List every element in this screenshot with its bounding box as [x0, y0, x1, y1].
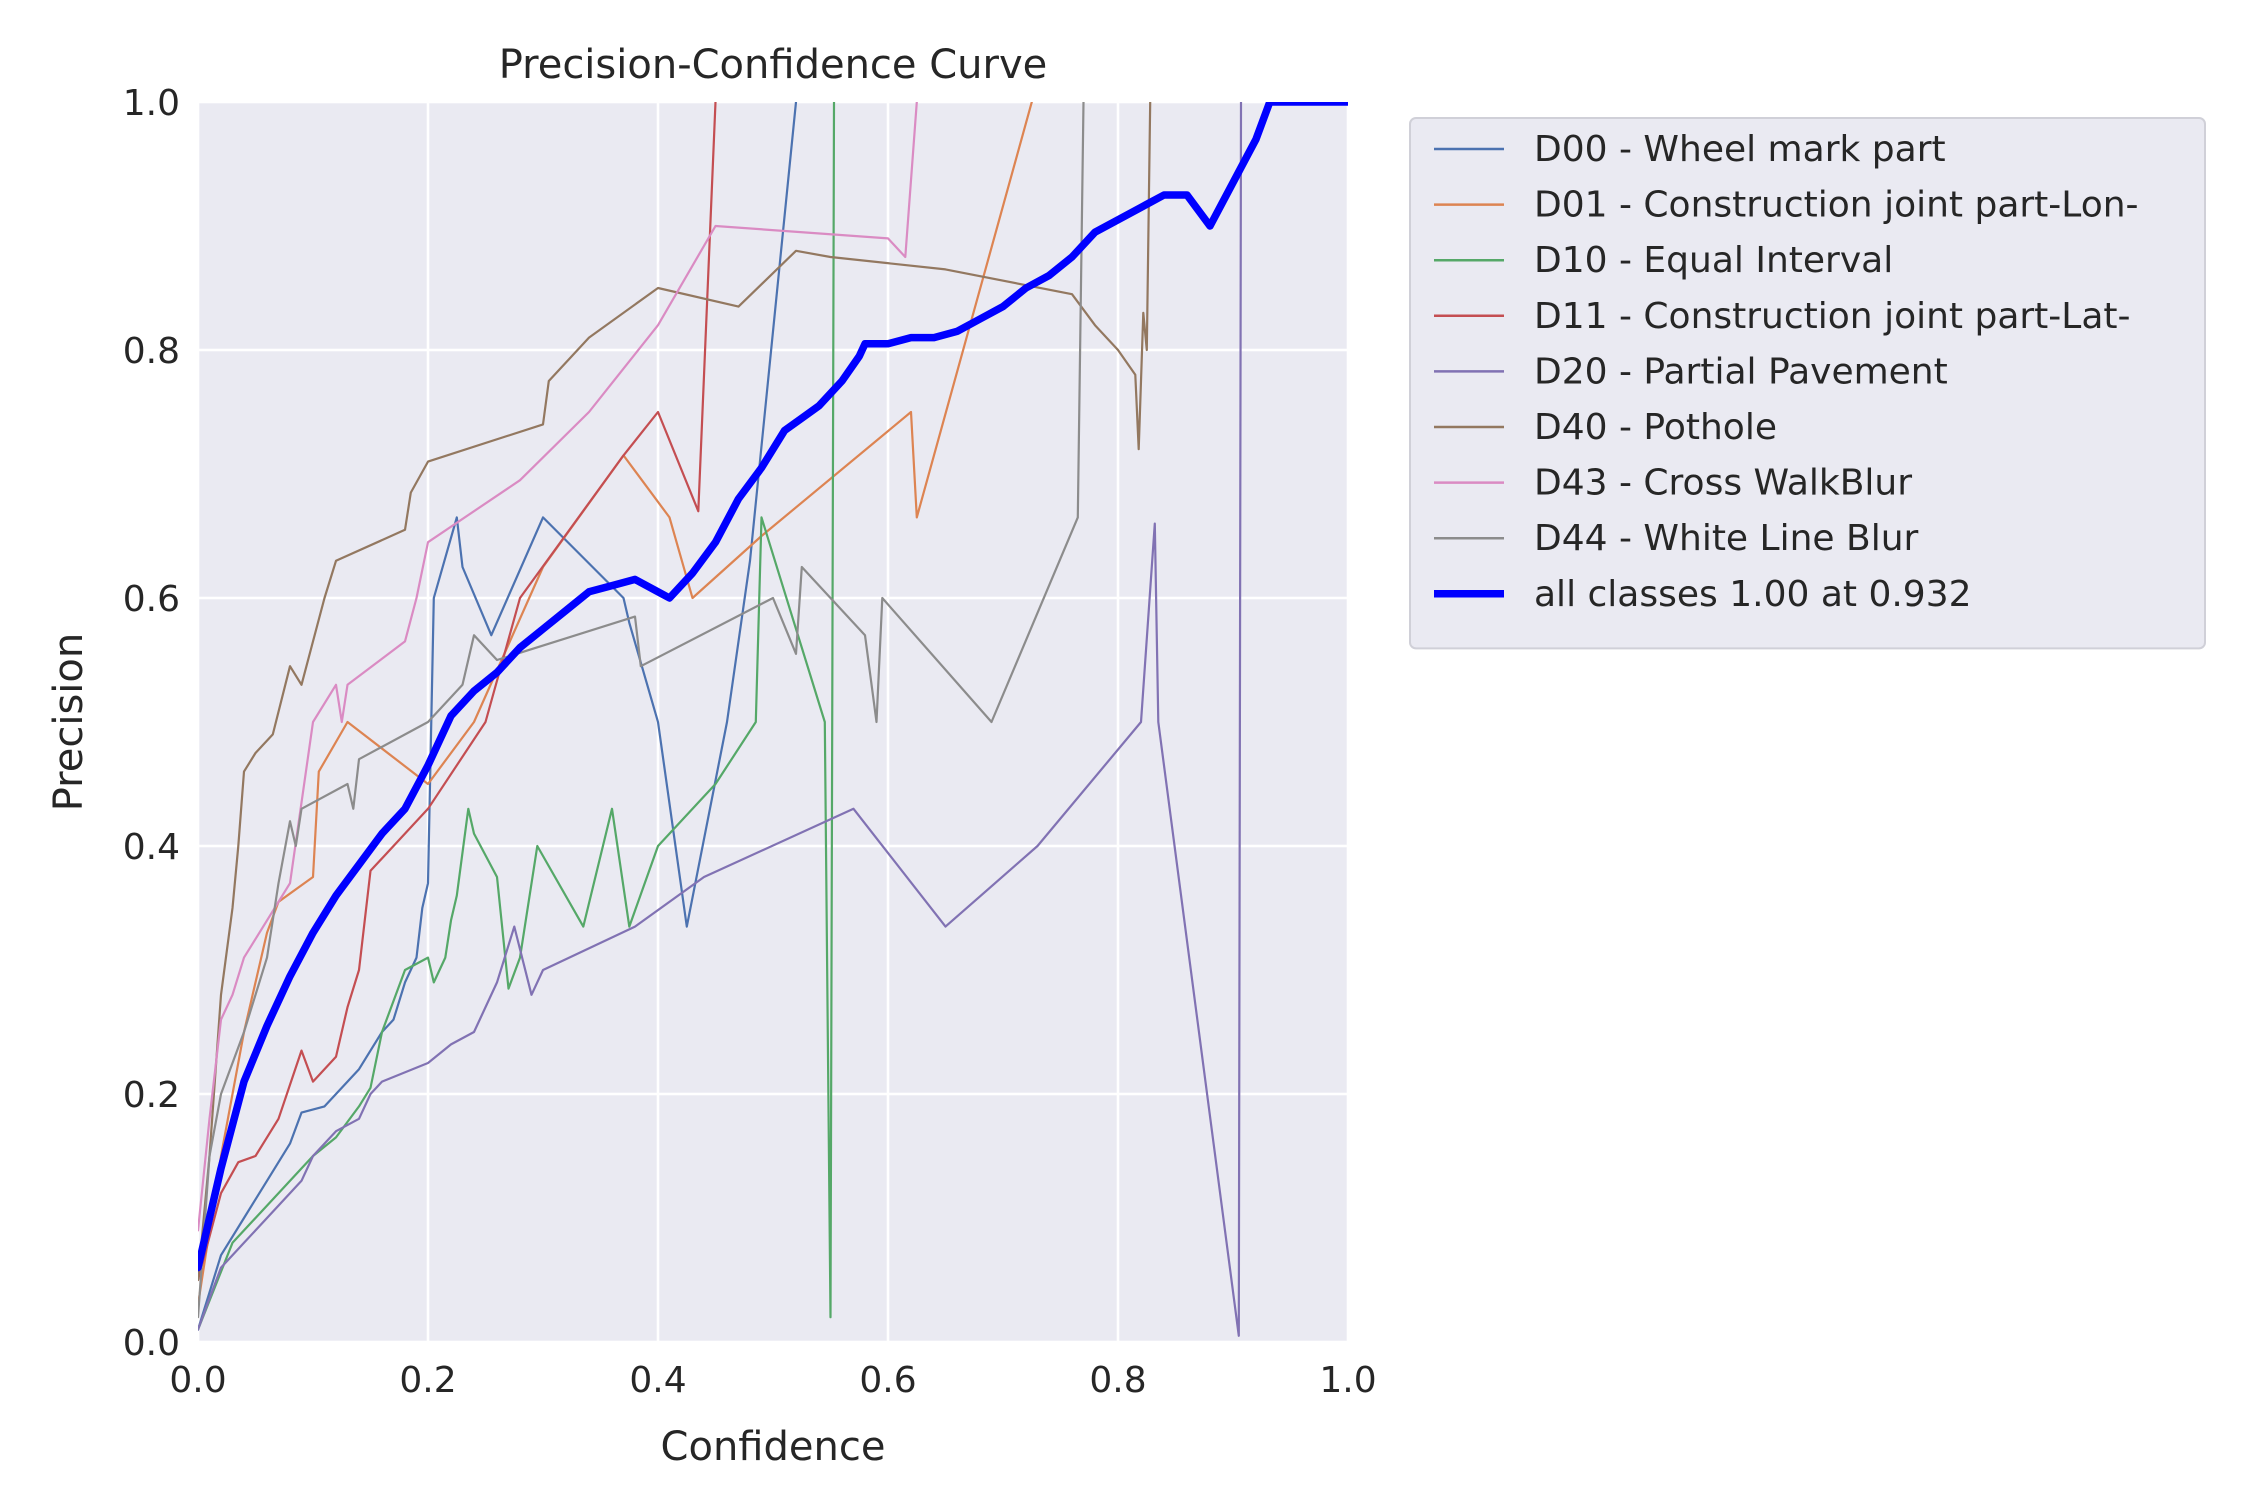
x-tick-label: 0.4: [629, 1360, 686, 1401]
y-axis-label: Precision: [46, 633, 92, 811]
legend-label: D44 - White Line Blur: [1534, 518, 1919, 559]
legend-label: D20 - Partial Pavement: [1534, 351, 1948, 392]
x-tick-label: 1.0: [1319, 1360, 1376, 1401]
y-tick-label: 0.8: [123, 331, 180, 372]
series-line-d01: [198, 102, 1033, 1306]
legend-label: D01 - Construction joint part-Lon-: [1534, 185, 2139, 226]
y-tick-label: 0.0: [123, 1323, 180, 1364]
legend: D00 - Wheel mark part D01 - Construction …: [1409, 117, 2206, 650]
x-tick-label: 0.2: [399, 1360, 456, 1401]
series-line-all: [198, 102, 1348, 1272]
legend-box: [1409, 117, 2206, 650]
series-lines: [198, 102, 1348, 1337]
chart-title: Precision-Confidence Curve: [499, 42, 1048, 88]
x-tick-labels: 0.0 0.2 0.4 0.6 0.8 1.0: [169, 1360, 1376, 1401]
legend-label: D00 - Wheel mark part: [1534, 129, 1946, 170]
x-axis-label: Confidence: [661, 1424, 886, 1470]
legend-label: D11 - Construction joint part-Lat-: [1534, 296, 2131, 337]
y-tick-label: 0.2: [123, 1075, 180, 1116]
legend-label: D10 - Equal Interval: [1534, 240, 1893, 281]
series-line-d20: [198, 102, 1243, 1337]
series-line-d10: [198, 102, 836, 1331]
series-line-d43: [198, 102, 918, 1232]
legend-label: all classes 1.00 at 0.932: [1534, 574, 1972, 615]
series-line-d40: [198, 102, 1152, 1282]
y-tick-label: 0.6: [123, 579, 180, 620]
legend-label: D43 - Cross WalkBlur: [1534, 463, 1912, 504]
series-line-d00: [198, 102, 798, 1331]
series-line-d44: [198, 102, 1085, 1319]
y-tick-labels: 0.0 0.2 0.4 0.6 0.8 1.0: [123, 83, 180, 1364]
y-tick-label: 0.4: [123, 827, 180, 868]
plot-background: [198, 102, 1348, 1342]
x-tick-label: 0.8: [1089, 1360, 1146, 1401]
x-tick-label: 0.6: [859, 1360, 916, 1401]
legend-label: D40 - Pothole: [1534, 407, 1777, 448]
series-line-d11: [198, 102, 717, 1282]
x-tick-label: 0.0: [169, 1360, 226, 1401]
y-tick-label: 1.0: [123, 83, 180, 124]
